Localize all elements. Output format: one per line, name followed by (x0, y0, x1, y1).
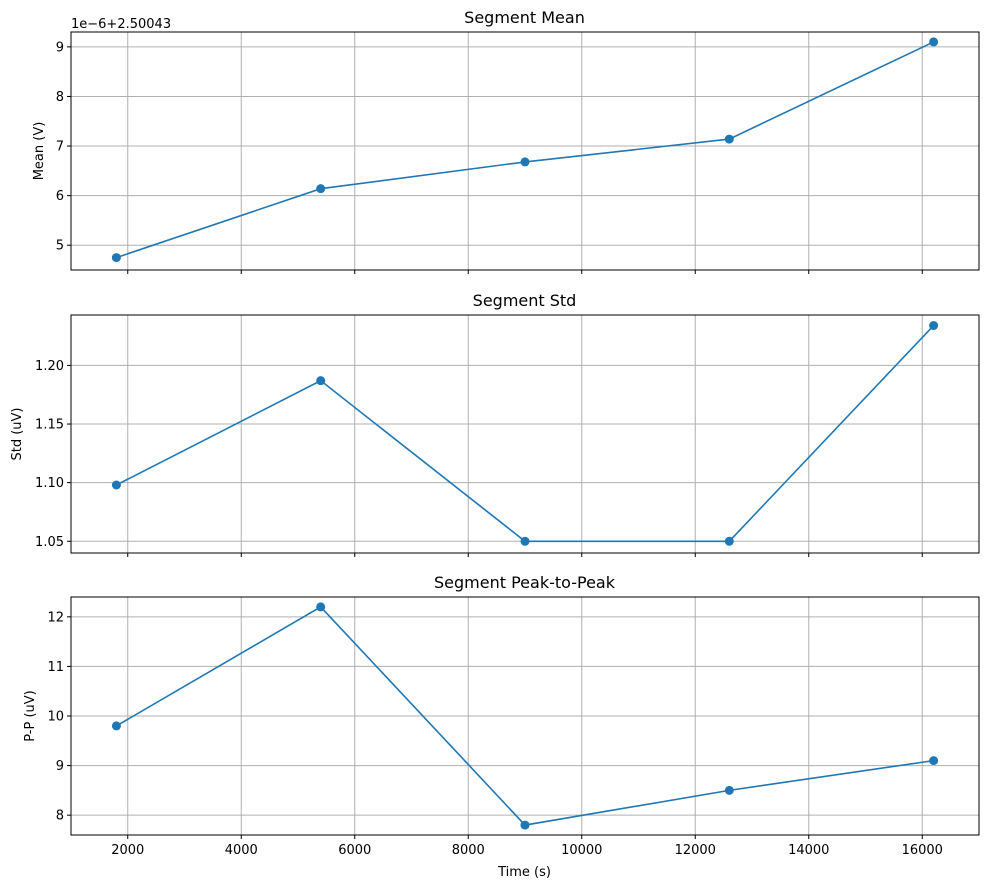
y-tick-label: 6 (56, 189, 64, 204)
data-point (316, 376, 326, 386)
data-point (316, 184, 326, 194)
chart-title: Segment Mean (464, 8, 585, 27)
y-axis-label: Std (uV) (10, 407, 25, 460)
y-tick-label: 9 (56, 759, 64, 774)
x-tick-label: 12000 (675, 843, 716, 858)
x-axis-label: Time (s) (497, 865, 551, 880)
plot-frame (70, 314, 980, 554)
data-point (929, 756, 939, 766)
subplot-std: Segment Std Std (uV) 1.05 1.10 1.15 1.20 (10, 291, 980, 557)
data-point (929, 37, 939, 47)
ticks: 5 6 7 8 9 (56, 40, 923, 274)
y-tick-label: 11 (47, 660, 64, 675)
x-tick-label: 16000 (902, 843, 943, 858)
x-tick-label: 2000 (111, 843, 144, 858)
y-tick-label: 1.10 (35, 476, 64, 491)
data-point (520, 820, 530, 830)
data-point (724, 785, 734, 795)
subplot-mean: Segment Mean 1e−6+2.50043 Mean (V) 5 6 7 8 9 (32, 8, 980, 274)
x-tick-label: 10000 (561, 843, 602, 858)
data-point (520, 536, 530, 546)
y-axis-label: Mean (V) (32, 122, 47, 181)
data-point (929, 321, 939, 331)
y-tick-label: 1.20 (35, 359, 64, 374)
grid (71, 597, 979, 835)
y-tick-label: 1.05 (35, 535, 64, 550)
data-point (111, 721, 121, 731)
x-tick-label: 6000 (338, 843, 371, 858)
y-tick-label: 5 (56, 239, 64, 254)
x-tick-label: 4000 (225, 843, 258, 858)
x-tick-label: 8000 (452, 843, 485, 858)
data-point (111, 253, 121, 263)
grid (71, 315, 979, 553)
data-point (520, 157, 530, 167)
plot-frame (70, 596, 980, 836)
y-tick-label: 9 (56, 40, 64, 55)
plot-frame (70, 31, 980, 271)
y-tick-label: 10 (47, 710, 64, 725)
subplot-peak-to-peak: Segment Peak-to-Peak P-P (uV) 2000 4000 60… (23, 573, 980, 858)
grid (71, 32, 979, 270)
data-point (111, 480, 121, 490)
y-tick-label: 8 (56, 90, 64, 105)
data-point (724, 536, 734, 546)
data-point (724, 134, 734, 144)
y-axis-label: P-P (uV) (23, 690, 38, 742)
ticks: 1.05 1.10 1.15 1.20 (35, 359, 923, 557)
ticks: 2000 4000 6000 8000 10000 12000 14000 16000 8 9 10… (47, 610, 942, 858)
y-tick-label: 1.15 (35, 418, 64, 433)
data-point (316, 602, 326, 612)
y-tick-label: 8 (56, 809, 64, 824)
x-tick-label: 14000 (788, 843, 829, 858)
y-offset-label: 1e−6+2.50043 (71, 17, 171, 32)
y-tick-label: 12 (47, 610, 64, 625)
y-tick-label: 7 (56, 140, 64, 155)
chart-title: Segment Std (473, 291, 577, 310)
chart-title: Segment Peak-to-Peak (434, 573, 616, 592)
